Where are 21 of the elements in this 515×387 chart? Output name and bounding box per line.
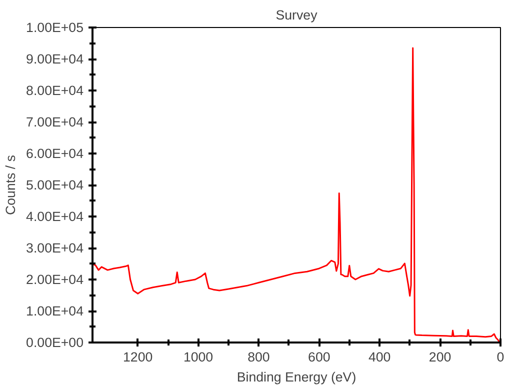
x-axis-title: Binding Energy (eV) xyxy=(236,370,356,384)
x-tick-label: 0 xyxy=(496,350,504,364)
y-tick-label: 5.00E+04 xyxy=(26,178,84,192)
x-tick-label: 1200 xyxy=(123,350,153,364)
y-tick-label: 1.00E+04 xyxy=(26,304,84,318)
y-tick-label: 6.00E+04 xyxy=(26,146,84,161)
y-tick-label: 2.00E+04 xyxy=(26,272,84,287)
x-tick-label: 1000 xyxy=(183,350,214,364)
y-tick-label: 4.00E+04 xyxy=(26,209,84,224)
y-tick-label: 9.00E+04 xyxy=(26,52,84,66)
x-tick-label: 800 xyxy=(248,350,270,364)
y-axis-title: Counts / s xyxy=(3,154,18,215)
y-tick-label: 1.00E+05 xyxy=(26,20,84,35)
x-tick-label: 400 xyxy=(368,350,391,364)
y-tick-label: 3.00E+04 xyxy=(26,240,84,256)
y-tick-label: 0.00E+00 xyxy=(26,335,84,350)
x-tick-label: 600 xyxy=(308,350,330,364)
chart-title: Survey xyxy=(276,8,318,22)
x-tick-label: 200 xyxy=(428,350,452,364)
y-tick-label: 7.00E+04 xyxy=(26,114,84,130)
y-tick-label: 8.00E+04 xyxy=(26,83,84,98)
